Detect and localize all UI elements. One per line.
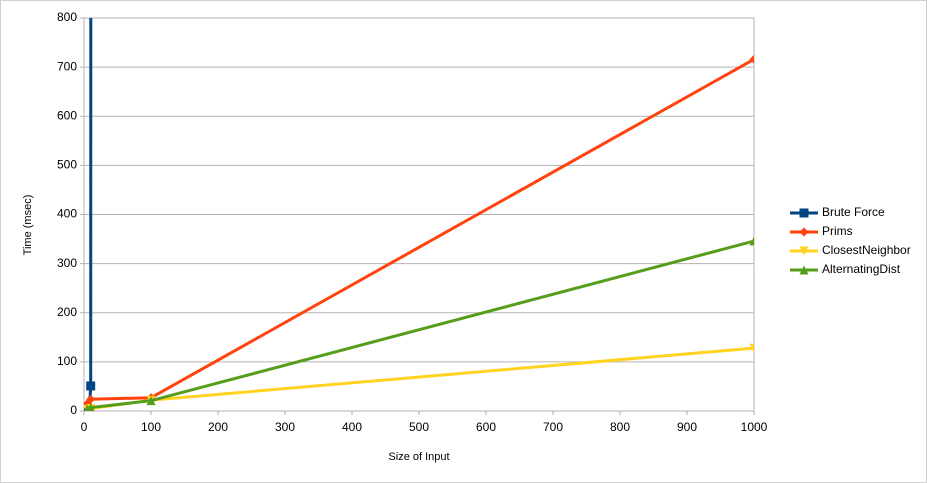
- legend-label: ClosestNeighbor: [822, 243, 911, 257]
- y-tick-label: 500: [57, 158, 77, 172]
- legend-label: AlternatingDist: [822, 262, 901, 276]
- x-tick-label: 800: [610, 420, 630, 434]
- marker: [86, 381, 96, 391]
- x-tick-label: 200: [208, 420, 228, 434]
- y-tick-label: 800: [57, 10, 77, 24]
- y-tick-label: 400: [57, 207, 77, 221]
- x-tick-label: 600: [476, 420, 496, 434]
- y-tick-label: 0: [70, 403, 77, 417]
- x-tick-label: 300: [275, 420, 295, 434]
- x-tick-label: 900: [677, 420, 697, 434]
- marker: [749, 54, 754, 64]
- x-tick-label: 1000: [741, 420, 768, 434]
- y-tick-label: 100: [57, 354, 77, 368]
- marker: [749, 343, 754, 353]
- x-axis-label: Size of Input: [388, 451, 449, 463]
- legend-label: Prims: [822, 224, 853, 238]
- legend: Brute Force Prims ClosestNeighbor Alternati…: [790, 205, 911, 276]
- marker: [799, 208, 809, 218]
- legend-label: Brute Force: [822, 205, 885, 219]
- y-tick-label: 300: [57, 256, 77, 270]
- y-axis-label: Time (msec): [22, 195, 34, 256]
- y-tick-label: 600: [57, 108, 77, 122]
- y-tick-label: 200: [57, 305, 77, 319]
- marker: [799, 227, 809, 237]
- x-tick-label: 100: [141, 420, 161, 434]
- y-tick-label: 700: [57, 59, 77, 73]
- x-tick-label: 700: [543, 420, 563, 434]
- plot-area: [84, 18, 754, 411]
- x-tick-label: 400: [342, 420, 362, 434]
- grid: 0 100 200 300 400 500 600 700 800 0 100 200 300 400 50…: [57, 10, 768, 434]
- marker: [799, 246, 809, 256]
- plot-border: [83, 17, 755, 412]
- marker: [86, 394, 96, 404]
- marker: [146, 396, 156, 406]
- x-tick-label: 500: [409, 420, 429, 434]
- x-tick-label: 0: [81, 420, 88, 434]
- marker: [749, 236, 754, 246]
- marker: [799, 265, 809, 275]
- marker: [86, 403, 95, 411]
